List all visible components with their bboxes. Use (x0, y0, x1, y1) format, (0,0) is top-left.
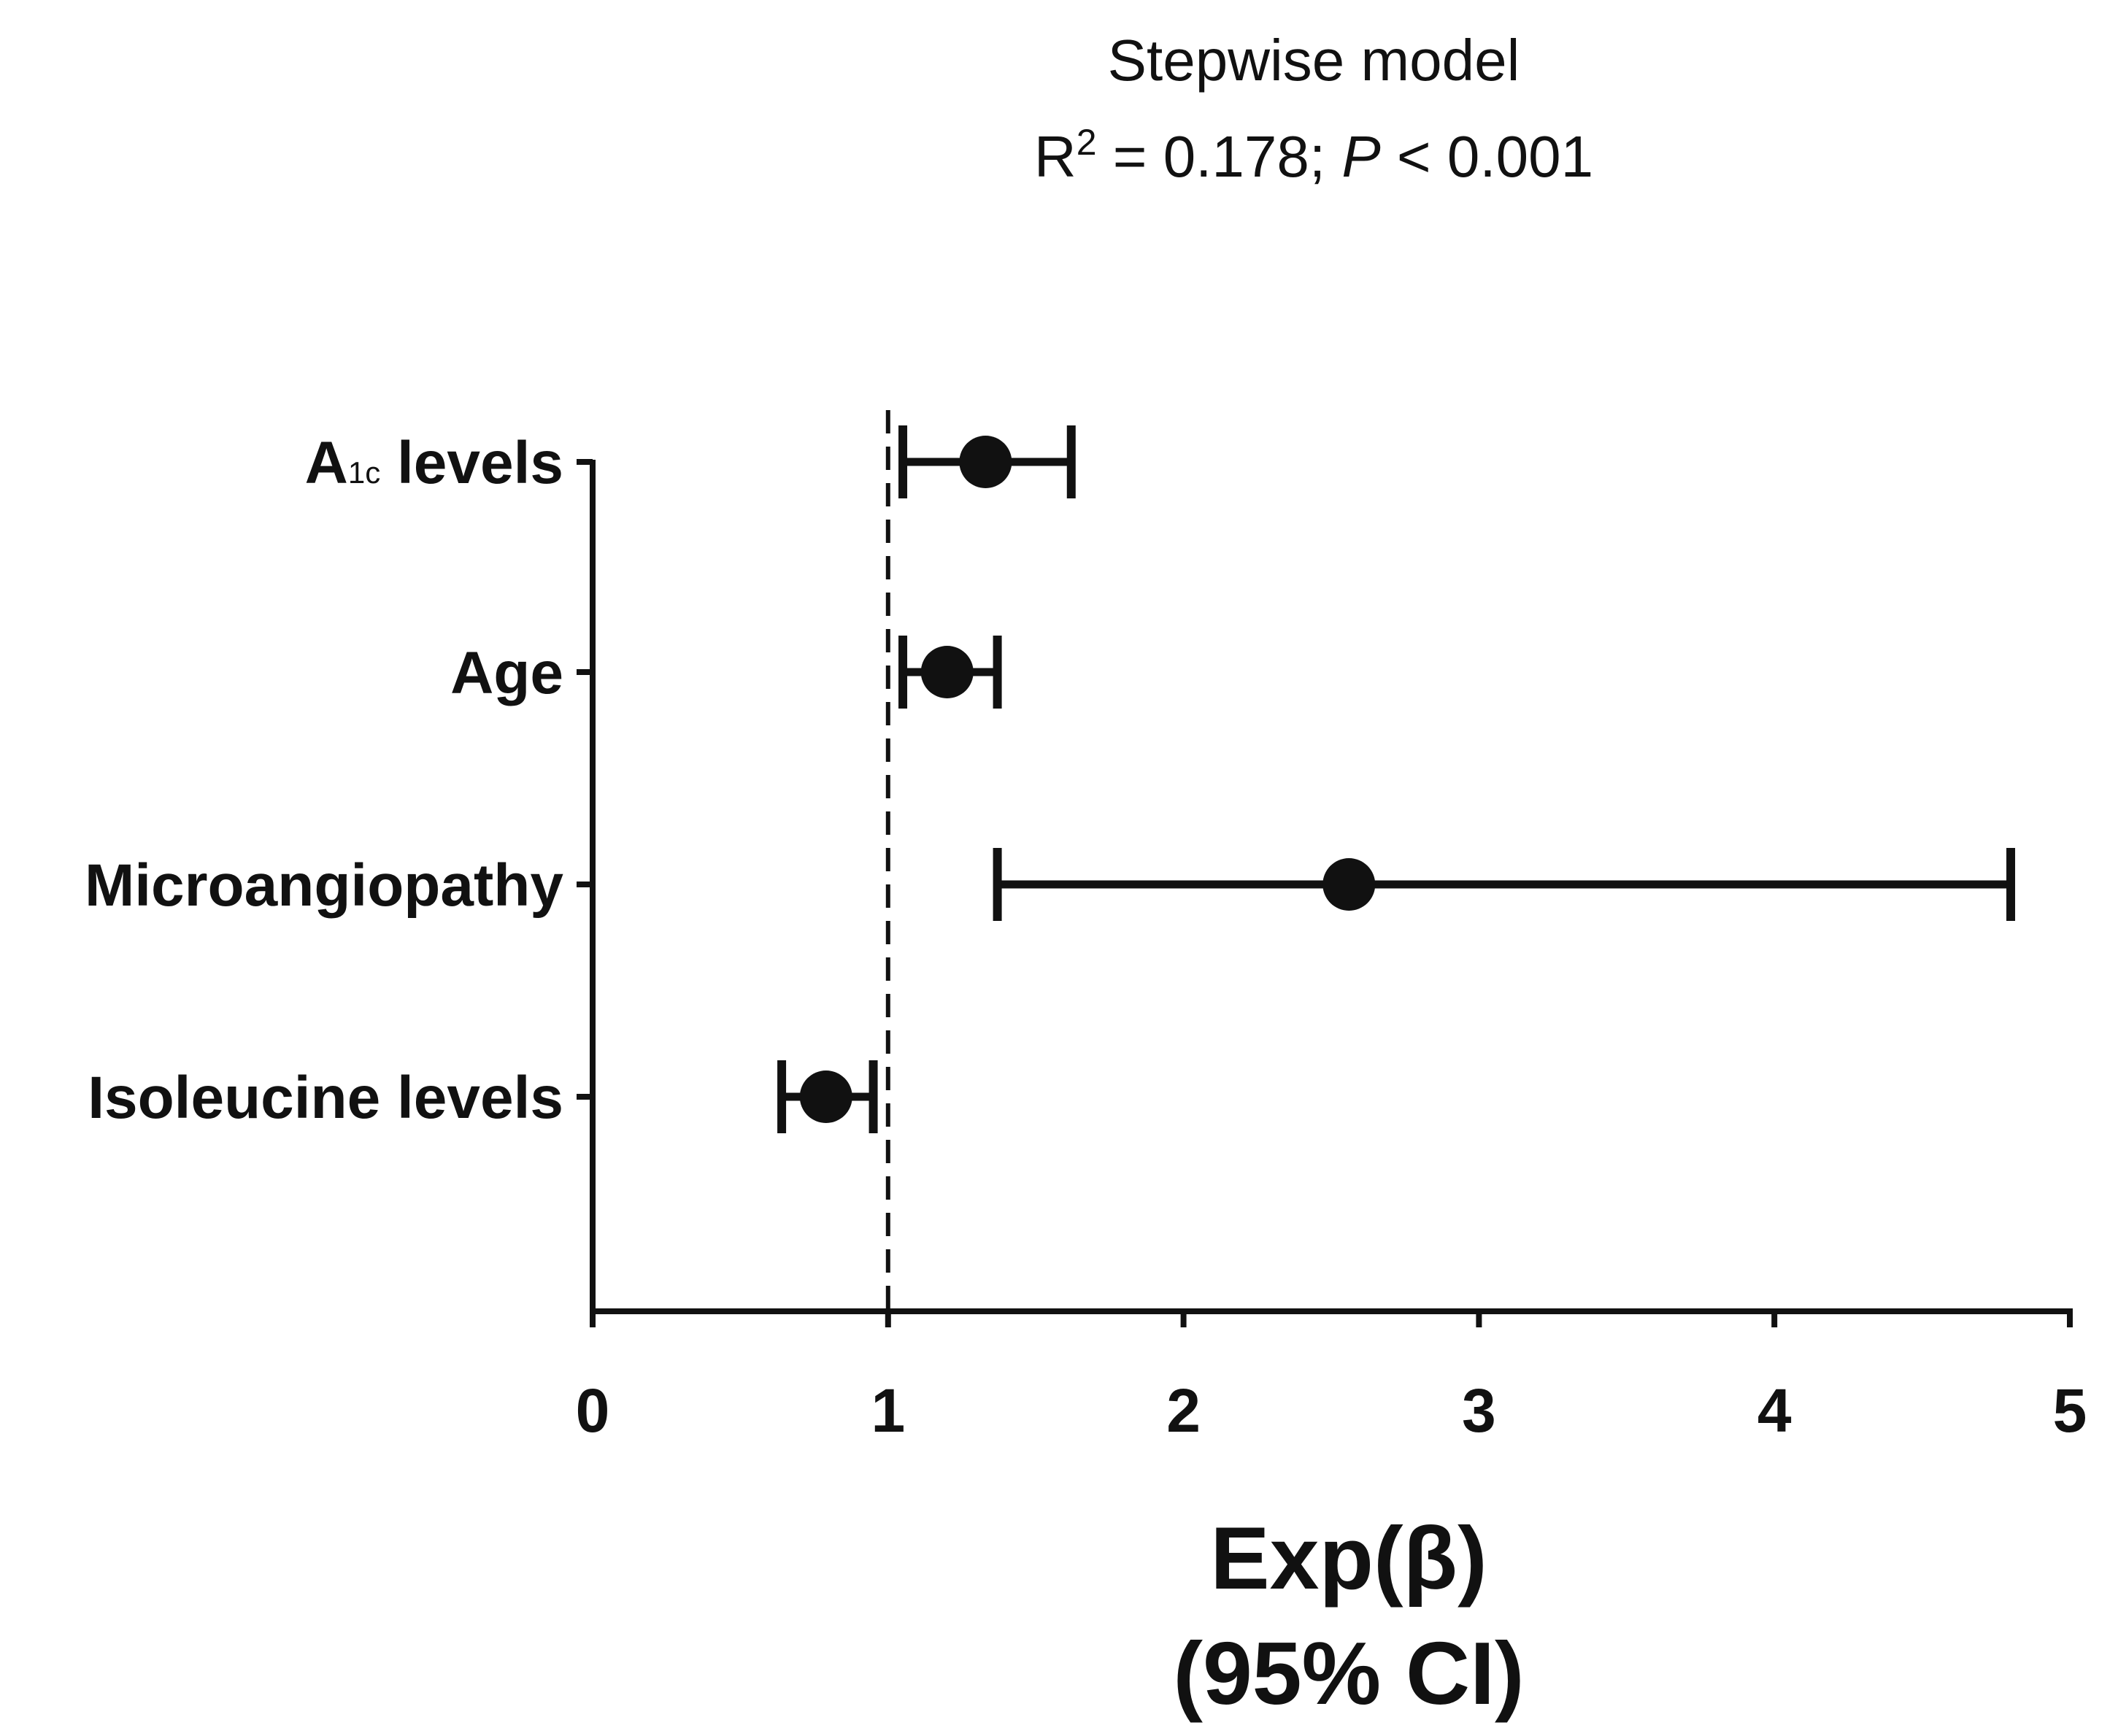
category-name: A (305, 430, 348, 496)
chart-subtitle: R2 = 0.178; P < 0.001 (1034, 122, 1593, 189)
category-name: Isoleucine levels (88, 1065, 563, 1131)
category-suffix: levels (380, 430, 563, 496)
x-tick-label: 2 (1166, 1376, 1201, 1445)
y-category-label: Isoleucine levels (88, 1065, 563, 1131)
x-axis-label: Exp(β) (1210, 1508, 1487, 1608)
estimate-point (1322, 858, 1376, 911)
x-axis-label-ci: (95% CI) (1173, 1624, 1524, 1723)
r2-superscript: 2 (1077, 122, 1097, 163)
r2-value: = 0.178; (1097, 124, 1342, 189)
x-tick-label: 1 (871, 1376, 905, 1445)
category-name: Age (450, 640, 563, 706)
plot-area: 0 1 2 3 4 5 A1c levels Age Microangiopathy Isoleu… (85, 410, 2087, 1445)
category-subscript: 1c (348, 455, 380, 490)
estimate-point (920, 646, 974, 698)
estimate-point (799, 1070, 852, 1123)
category-name: Microangiopathy (85, 852, 563, 919)
p-label: P (1341, 124, 1380, 189)
y-category-label: A1c levels (305, 430, 563, 496)
x-tick-label: 5 (2053, 1376, 2087, 1445)
x-tick-label: 3 (1462, 1376, 1496, 1445)
x-tick-label: 4 (1757, 1376, 1792, 1445)
chart-title: Stepwise model (1108, 28, 1520, 93)
p-value: < 0.001 (1381, 124, 1593, 189)
x-tick-label: 0 (576, 1376, 610, 1445)
estimate-point (959, 436, 1012, 488)
r2-label: R (1034, 124, 1077, 189)
y-category-label: Microangiopathy (85, 852, 563, 919)
y-category-label: Age (450, 640, 563, 706)
